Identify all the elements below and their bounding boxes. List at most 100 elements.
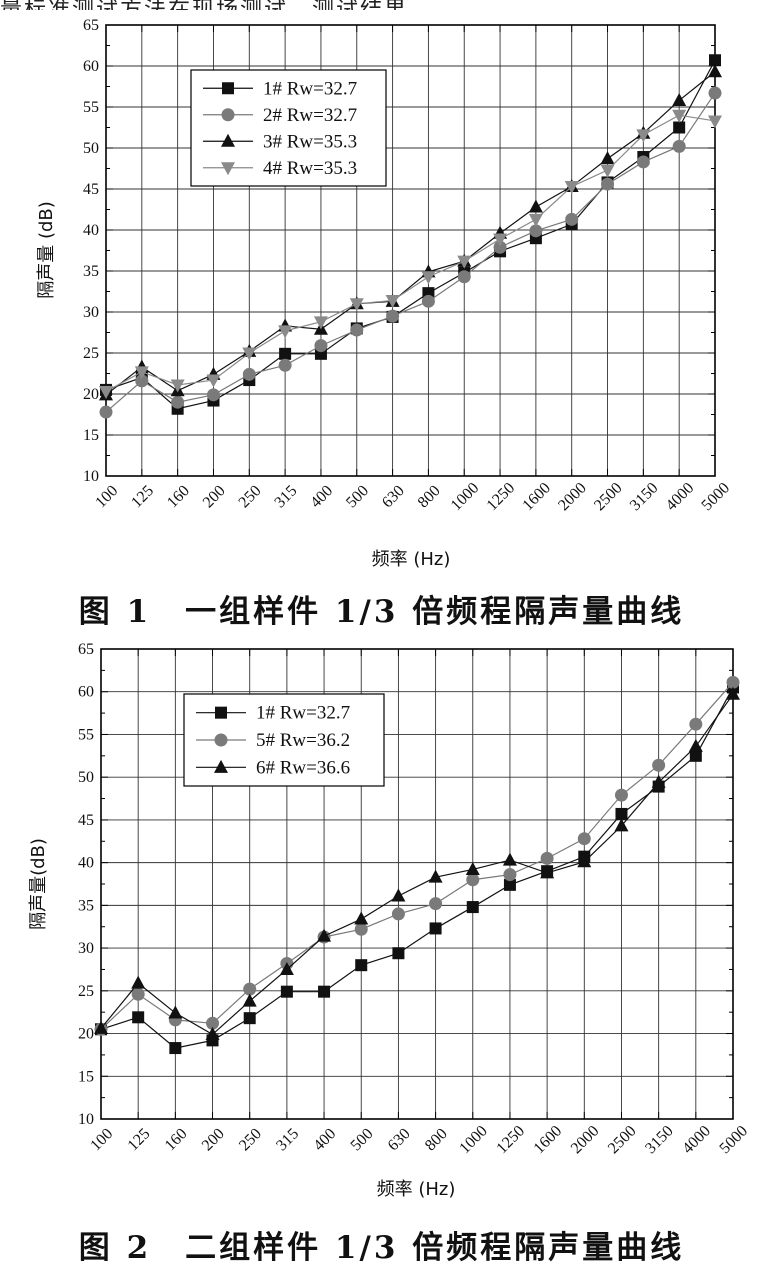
data-point bbox=[708, 64, 722, 78]
x-tick-label: 1250 bbox=[484, 479, 519, 514]
y-axis-title: 隔声量 (dB) bbox=[36, 201, 57, 299]
y-tick-label: 60 bbox=[83, 58, 99, 75]
data-point bbox=[503, 868, 517, 882]
x-tick-label: 315 bbox=[271, 482, 300, 511]
y-tick-label: 25 bbox=[78, 983, 94, 1000]
series-line bbox=[105, 114, 716, 393]
data-point bbox=[314, 339, 328, 353]
x-axis-title: 频率 (Hz) bbox=[372, 549, 451, 570]
x-axis-title: 频率 (Hz) bbox=[377, 1179, 456, 1200]
data-point bbox=[317, 928, 332, 942]
data-point bbox=[600, 151, 615, 165]
y-tick-label: 60 bbox=[78, 684, 94, 701]
data-point bbox=[243, 982, 257, 996]
data-point bbox=[689, 749, 702, 762]
data-point bbox=[636, 155, 650, 169]
data-point bbox=[428, 869, 443, 883]
y-tick-label: 35 bbox=[83, 263, 99, 280]
x-tick-label: 100 bbox=[87, 1125, 116, 1154]
x-tick-label: 1600 bbox=[519, 479, 554, 514]
x-tick-label: 2500 bbox=[605, 1122, 640, 1157]
x-tick-label: 800 bbox=[422, 1125, 451, 1154]
data-point bbox=[168, 1005, 183, 1019]
series-2 bbox=[99, 86, 722, 419]
data-point bbox=[280, 985, 293, 998]
data-point bbox=[429, 922, 442, 935]
legend-entry: 3# Rw=35.3 bbox=[263, 131, 357, 152]
data-point bbox=[636, 129, 651, 143]
data-point bbox=[429, 897, 443, 911]
data-point bbox=[206, 1016, 220, 1030]
data-point bbox=[243, 1012, 256, 1025]
data-point bbox=[279, 961, 294, 975]
axis-ticks bbox=[100, 648, 734, 1120]
y-tick-label: 45 bbox=[83, 181, 99, 198]
data-point bbox=[493, 233, 508, 247]
data-point bbox=[457, 270, 471, 284]
data-point bbox=[708, 115, 722, 129]
x-tick-label: 2000 bbox=[568, 1122, 603, 1157]
x-tick-label: 500 bbox=[343, 482, 372, 511]
legend-swatch-marker bbox=[221, 133, 235, 147]
x-tick-label: 400 bbox=[307, 482, 336, 511]
data-point bbox=[355, 959, 368, 972]
x-tick-label: 100 bbox=[92, 482, 121, 511]
legend-swatch-marker bbox=[215, 706, 227, 719]
data-point bbox=[577, 832, 591, 846]
y-tick-label: 30 bbox=[78, 940, 94, 957]
data-point bbox=[242, 993, 257, 1007]
x-tick-label: 200 bbox=[199, 1125, 228, 1154]
data-point bbox=[134, 366, 149, 380]
data-point bbox=[421, 294, 435, 308]
data-point bbox=[135, 374, 149, 388]
data-point bbox=[385, 295, 400, 309]
y-tick-label: 30 bbox=[83, 304, 99, 321]
legend-entry: 5# Rw=36.2 bbox=[256, 730, 350, 751]
legend: 1# Rw=32.7 2# Rw=32.7 3# Rw=35.3 4# Rw=35.3 bbox=[190, 69, 387, 187]
data-point bbox=[614, 788, 628, 802]
x-tick-label: 2000 bbox=[555, 479, 590, 514]
y-tick-label: 50 bbox=[78, 769, 94, 786]
y-axis-title: 隔声量(dB) bbox=[28, 838, 49, 930]
data-point bbox=[94, 1020, 108, 1034]
legend-swatch-marker bbox=[214, 733, 228, 747]
y-tick-label: 55 bbox=[83, 99, 99, 116]
data-point bbox=[421, 271, 436, 285]
data-point bbox=[651, 774, 666, 788]
data-point bbox=[131, 987, 145, 1001]
legend-entry: 1# Rw=32.7 bbox=[263, 78, 357, 99]
data-point bbox=[615, 807, 628, 820]
data-point bbox=[502, 852, 517, 866]
series-line bbox=[100, 693, 734, 1036]
x-tick-label: 125 bbox=[128, 482, 157, 511]
x-tick-label: 2500 bbox=[591, 479, 626, 514]
data-point bbox=[672, 92, 687, 106]
data-point bbox=[465, 861, 480, 875]
data-point bbox=[350, 323, 364, 337]
data-point bbox=[392, 947, 405, 960]
x-tick-label: 4000 bbox=[663, 479, 698, 514]
x-tick-label: 200 bbox=[200, 482, 229, 511]
data-point bbox=[171, 395, 185, 409]
data-point bbox=[600, 164, 615, 178]
data-point bbox=[709, 54, 721, 67]
data-point bbox=[313, 316, 328, 330]
data-point bbox=[466, 901, 479, 914]
data-point bbox=[577, 854, 592, 868]
data-point bbox=[206, 388, 220, 402]
data-point bbox=[391, 907, 405, 921]
y-tick-label: 15 bbox=[78, 1068, 94, 1085]
data-point bbox=[386, 309, 400, 323]
y-tick-label: 10 bbox=[78, 1111, 94, 1128]
data-point bbox=[652, 758, 666, 772]
legend: 1# Rw=32.7 5# Rw=36.2 6# Rw=36.6 bbox=[183, 693, 385, 787]
y-tick-label: 40 bbox=[83, 222, 99, 239]
x-tick-label: 400 bbox=[310, 1125, 339, 1154]
x-tick-label: 1000 bbox=[448, 479, 483, 514]
data-point bbox=[391, 888, 406, 902]
legend-entry: 6# Rw=36.6 bbox=[256, 757, 350, 778]
top-text-fragment: 量标准测试方法在现场测试，测试结果 bbox=[0, 0, 763, 10]
data-point bbox=[99, 405, 113, 419]
data-point bbox=[457, 255, 472, 269]
